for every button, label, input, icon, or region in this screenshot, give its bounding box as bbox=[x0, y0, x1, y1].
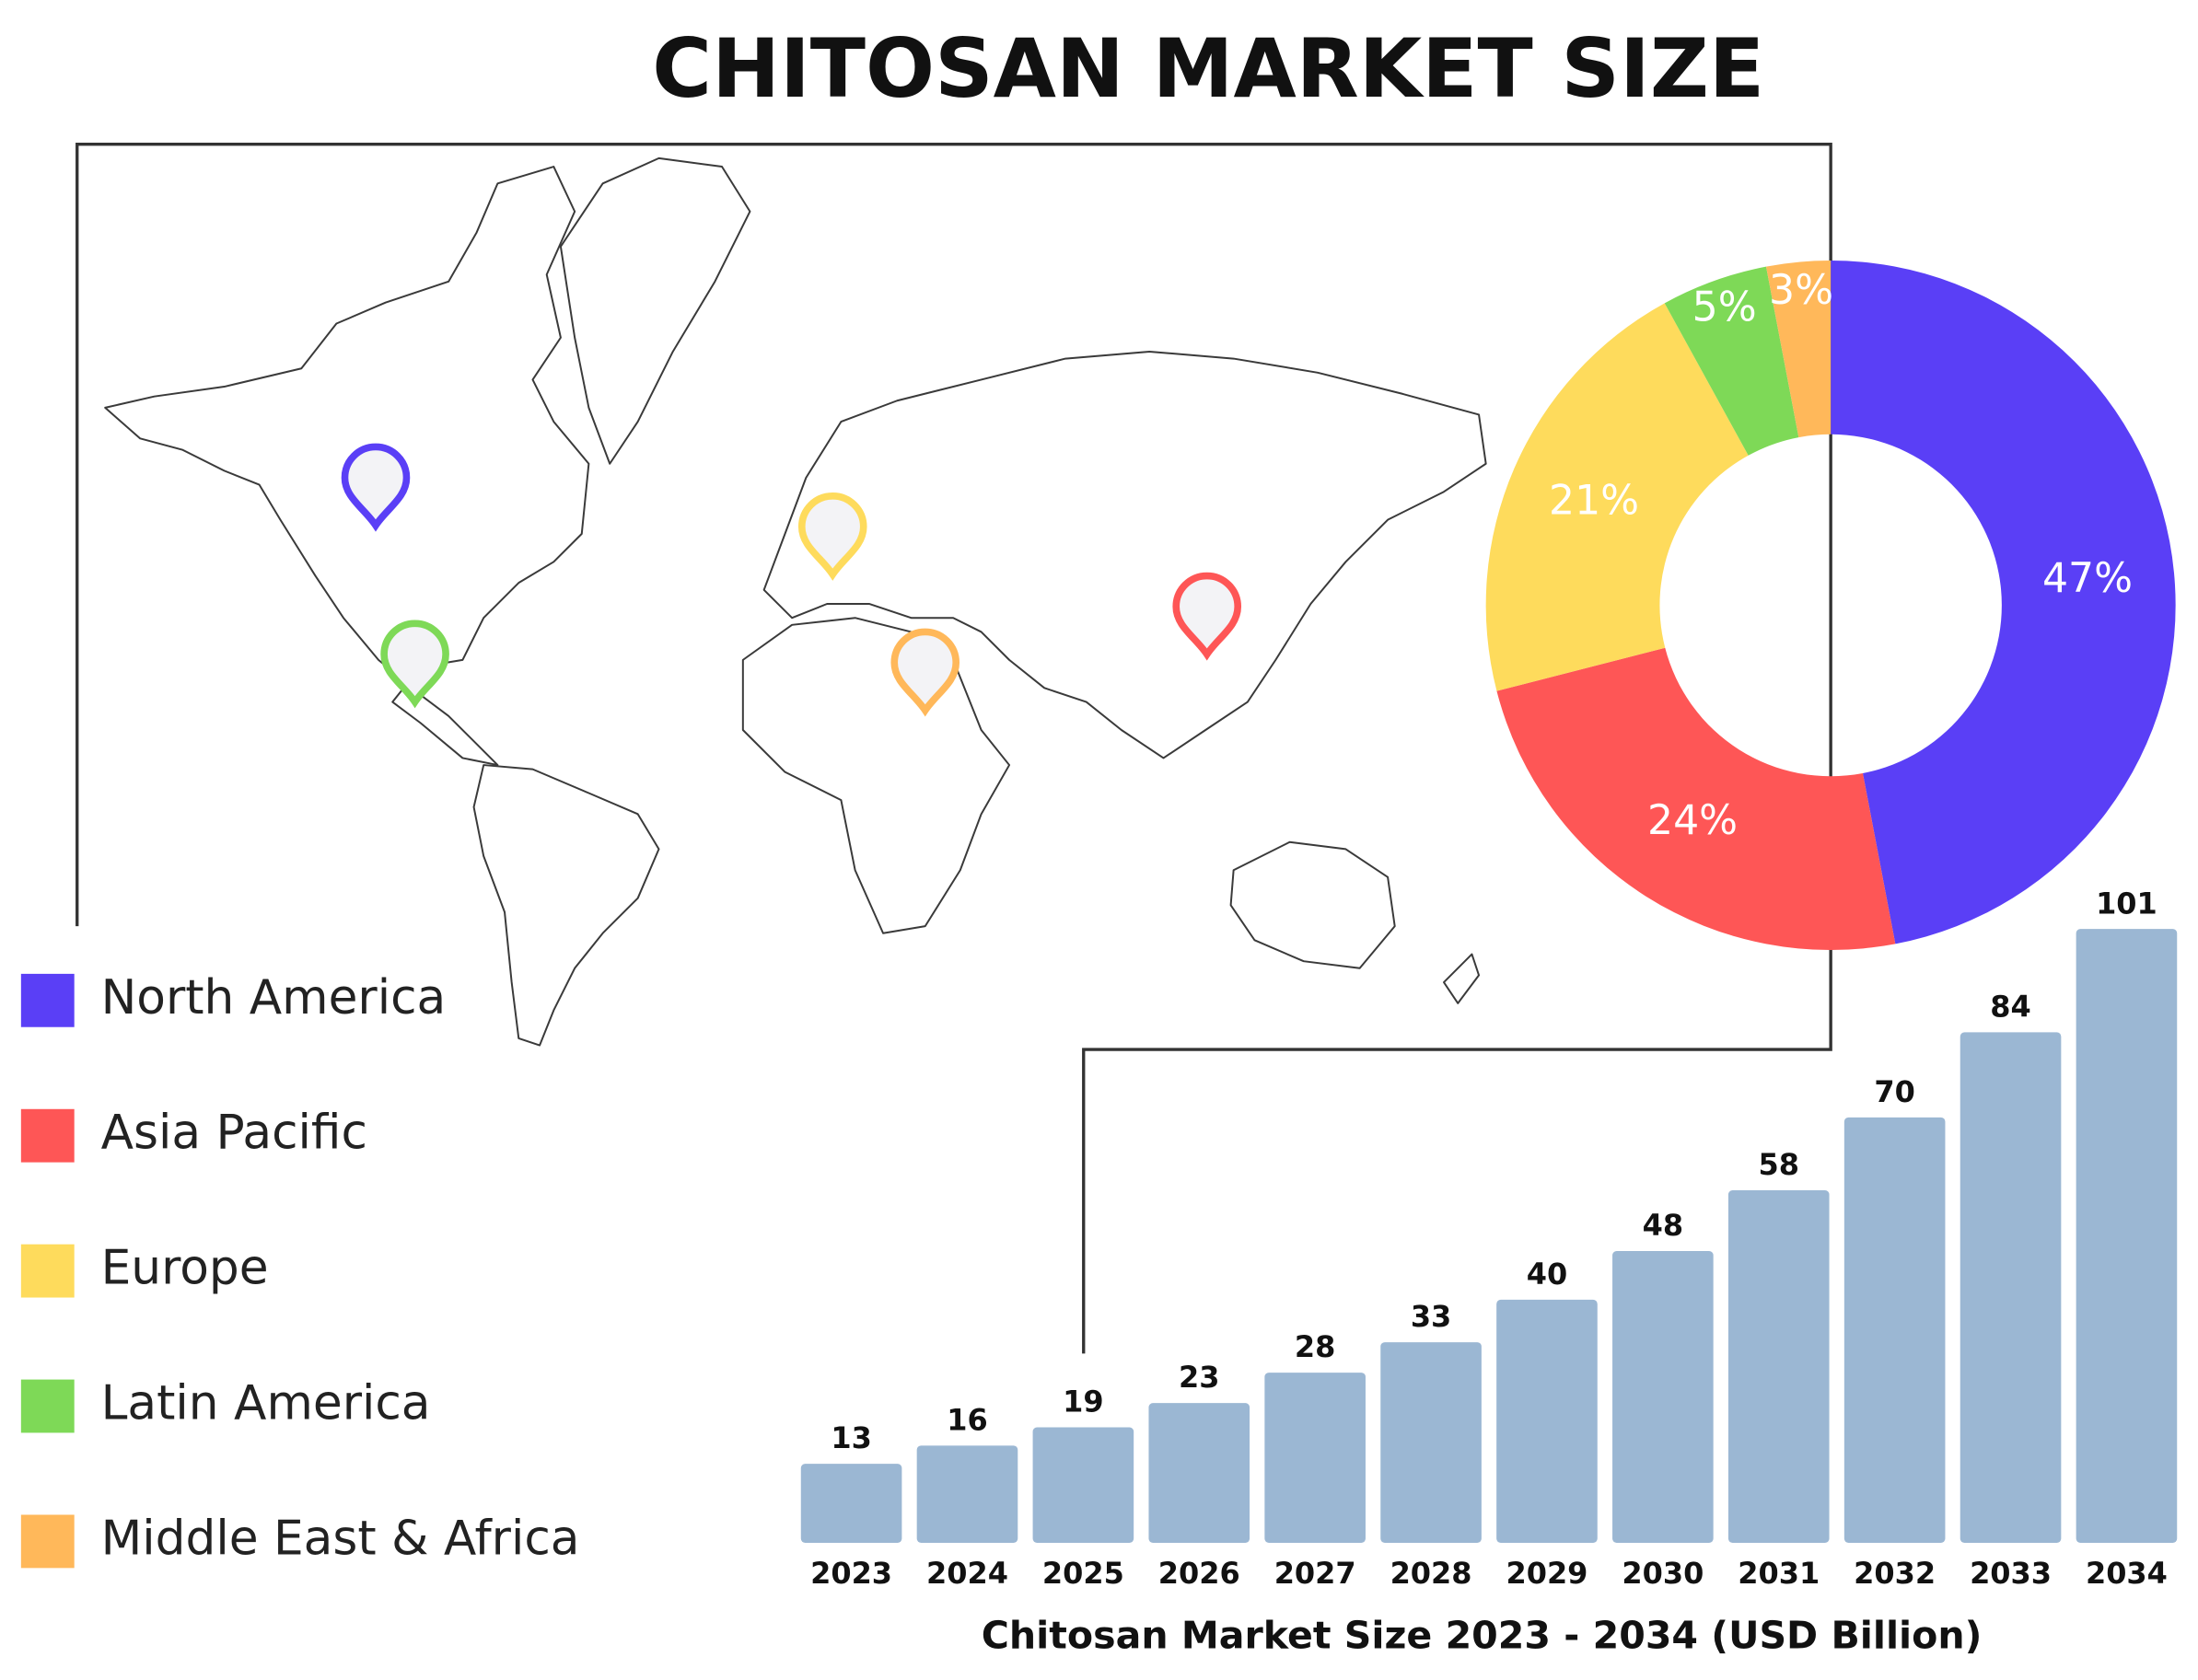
x-axis-title: Chitosan Market Size 2023 - 2034 (USD Bi… bbox=[982, 1613, 1983, 1657]
bar-value-label: 101 bbox=[2096, 886, 2157, 921]
legend-label: Latin America bbox=[101, 1376, 431, 1431]
x-tick-label: 2025 bbox=[1042, 1556, 1124, 1591]
legend-label: Middle East & Africa bbox=[101, 1511, 580, 1566]
x-tick-label: 2028 bbox=[1390, 1556, 1472, 1591]
slice-label: 21% bbox=[1549, 477, 1639, 524]
x-tick-label: 2032 bbox=[1854, 1556, 1936, 1591]
x-tick-label: 2031 bbox=[1738, 1556, 1820, 1591]
world-map bbox=[104, 156, 1487, 1047]
map-pin bbox=[797, 492, 867, 581]
legend-label: Europe bbox=[101, 1241, 269, 1296]
bar bbox=[1843, 1117, 1946, 1543]
bar bbox=[1148, 1403, 1250, 1543]
bar bbox=[1032, 1427, 1134, 1543]
bar bbox=[2076, 929, 2178, 1543]
slice-label: 47% bbox=[2042, 555, 2133, 602]
x-tick-label: 2027 bbox=[1274, 1556, 1356, 1591]
x-tick-label: 2024 bbox=[926, 1556, 1008, 1591]
x-tick-label: 2023 bbox=[810, 1556, 892, 1591]
donut-slice bbox=[1831, 261, 2176, 944]
bar bbox=[916, 1445, 1018, 1543]
legend-swatch bbox=[20, 1379, 75, 1433]
bar-value-label: 58 bbox=[1759, 1147, 1799, 1182]
bar-value-label: 84 bbox=[1990, 990, 2030, 1025]
bar-value-label: 70 bbox=[1874, 1074, 1914, 1109]
map-pins bbox=[341, 443, 1242, 717]
bar-value-label: 16 bbox=[947, 1402, 987, 1437]
legend-label: North America bbox=[101, 970, 447, 1025]
donut-slice bbox=[1765, 261, 1832, 438]
map-pin bbox=[890, 628, 960, 717]
bar-value-label: 48 bbox=[1643, 1208, 1683, 1243]
legend-swatch bbox=[20, 1108, 75, 1163]
legend-swatch bbox=[20, 1514, 75, 1569]
bar-value-label: 33 bbox=[1411, 1299, 1451, 1334]
slice-label: 24% bbox=[1647, 797, 1738, 844]
bar bbox=[1960, 1032, 2062, 1543]
x-tick-label: 2029 bbox=[1506, 1556, 1587, 1591]
map-pin bbox=[380, 620, 449, 709]
slice-label: 3% bbox=[1769, 267, 1833, 314]
x-tick-label: 2030 bbox=[1622, 1556, 1704, 1591]
donut-slice bbox=[1496, 647, 1896, 951]
legend-swatch bbox=[20, 973, 75, 1027]
frame-line bbox=[76, 142, 1832, 1354]
bar bbox=[800, 1464, 902, 1543]
page-title: CHITOSAN MARKET SIZE bbox=[652, 21, 1764, 116]
bar-value-label: 40 bbox=[1527, 1257, 1567, 1292]
x-tick-label: 2026 bbox=[1158, 1556, 1240, 1591]
legend: North America Asia Pacific Europe Latin Ame… bbox=[20, 970, 580, 1569]
bar-value-label: 13 bbox=[831, 1420, 871, 1455]
legend-swatch bbox=[20, 1244, 75, 1298]
map-pin bbox=[341, 443, 411, 532]
bar-value-label: 19 bbox=[1063, 1385, 1103, 1419]
bar bbox=[1727, 1190, 1830, 1543]
map-pin bbox=[1172, 572, 1242, 661]
bar bbox=[1380, 1342, 1482, 1543]
bar-value-label: 23 bbox=[1179, 1360, 1219, 1395]
slice-label: 5% bbox=[1692, 284, 1757, 331]
bar bbox=[1264, 1373, 1366, 1543]
donut-slice bbox=[1485, 303, 1749, 691]
bar-chart: 13 2023 16 2024 19 2025 23 2026 28 2027 33 2028 40 20… bbox=[800, 886, 2178, 1657]
bar bbox=[1496, 1299, 1598, 1543]
donut-slice bbox=[1664, 266, 1799, 456]
bar bbox=[1612, 1251, 1714, 1543]
legend-label: Asia Pacific bbox=[101, 1106, 367, 1161]
donut-chart: 47% 24% 21% 5% 3% bbox=[1485, 261, 2176, 951]
x-tick-label: 2034 bbox=[2086, 1556, 2168, 1591]
bar-value-label: 28 bbox=[1295, 1329, 1335, 1364]
x-tick-label: 2033 bbox=[1970, 1556, 2052, 1591]
